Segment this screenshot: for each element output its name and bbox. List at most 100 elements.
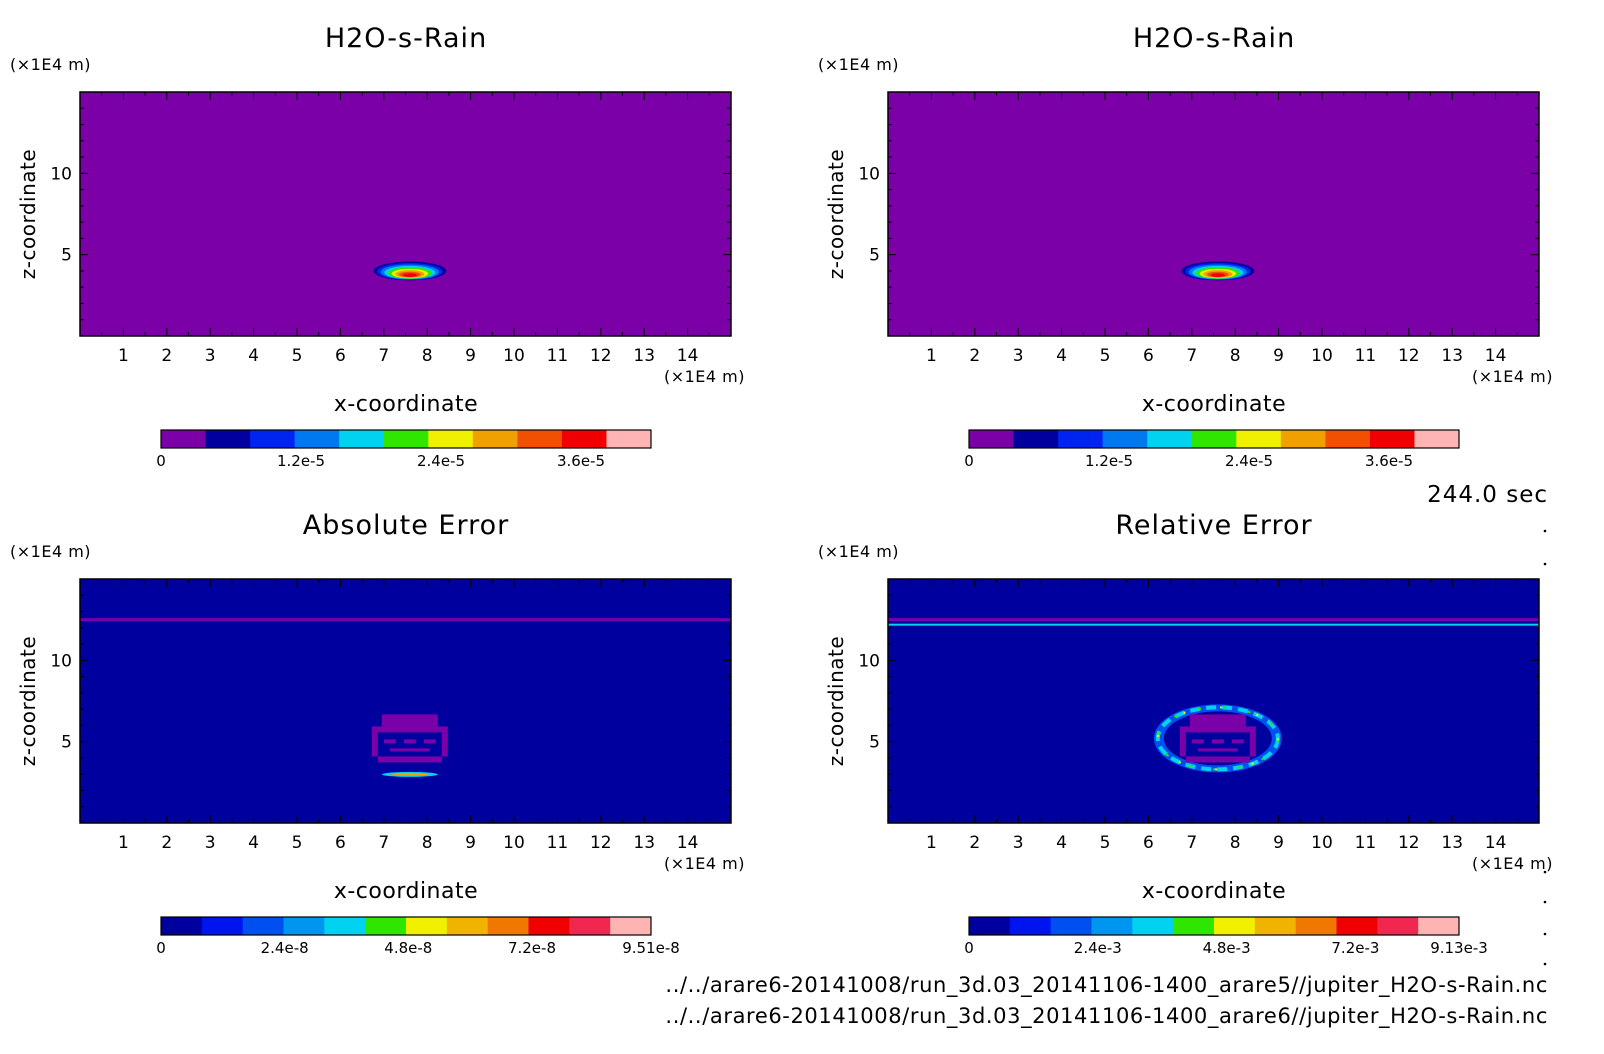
x-tick-label: 10 (503, 833, 525, 853)
colorbar-swatch (383, 430, 429, 448)
x-tick-label: 5 (1100, 346, 1111, 366)
colorbar-swatch (1295, 917, 1337, 935)
y-axis-label: z-coordinate (824, 149, 848, 279)
colorbar-swatch (1325, 430, 1371, 448)
plot-field (888, 618, 1539, 773)
colorbar-swatch (250, 430, 296, 448)
colorbar-swatch (201, 917, 244, 935)
colorbar-swatch (569, 917, 611, 935)
x-unit-label: (×1E4 m) (1472, 367, 1553, 386)
x-tick-label: 12 (590, 833, 612, 853)
y-unit-label: (×1E4 m) (818, 542, 899, 561)
colorbar-swatch (294, 430, 340, 448)
y-tick-label: 10 (50, 164, 72, 184)
colorbar: 0 2.4e-8 4.8e-8 7.2e-8 9.51e-8 (156, 916, 680, 957)
colorbar-tick-label: 0 (156, 939, 166, 957)
zero-region-eye-mid (1211, 739, 1224, 744)
y-unit-label: (×1E4 m) (818, 55, 899, 74)
colorbar-swatch (1147, 430, 1193, 448)
chart-title: Absolute Error (303, 510, 509, 541)
time-label: 244.0 sec (1427, 482, 1548, 508)
y-tick-label: 10 (858, 164, 880, 184)
colorbar-tick-label: 2.4e-5 (1225, 452, 1273, 470)
x-tick-label: 1 (926, 346, 937, 366)
zero-region-left (371, 732, 378, 757)
x-tick-label: 6 (335, 346, 346, 366)
chart-title: H2O-s-Rain (1133, 23, 1295, 54)
x-tick-label: 1 (926, 833, 937, 853)
x-tick-label: 4 (1056, 346, 1067, 366)
plot-field (373, 261, 447, 281)
x-tick-label: 1 (118, 833, 129, 853)
x-tick-label: 2 (161, 833, 172, 853)
x-axis-label: x-coordinate (334, 879, 478, 904)
colorbar-swatch (969, 917, 1011, 935)
colorbar-swatch (969, 430, 1015, 448)
x-tick-label: 2 (969, 346, 980, 366)
x-tick-label: 10 (1311, 346, 1333, 366)
colorbar-frame (160, 429, 652, 449)
colorbar-swatch (324, 917, 366, 935)
tick-marks (79, 91, 732, 337)
file-path-1: ../../arare6-20141008/run_3d.03_20141106… (665, 973, 1548, 998)
colorbar-swatch (1009, 917, 1052, 935)
y-unit-label: (×1E4 m) (10, 542, 91, 561)
colorbar-swatch (1013, 430, 1059, 448)
x-tick-label: 11 (1355, 833, 1377, 853)
colorbar-swatch (1377, 917, 1419, 935)
plot-background (888, 92, 1539, 336)
colorbar-tick-label: 7.2e-8 (508, 939, 556, 957)
zero-region-right (441, 732, 448, 757)
x-tick-label: 9 (465, 833, 476, 853)
x-tick-label: 10 (503, 346, 525, 366)
colorbar-swatch (1214, 917, 1256, 935)
colorbar-swatch (1414, 430, 1460, 448)
colorbar-frame (968, 916, 1460, 936)
x-unit-label: (×1E4 m) (664, 367, 745, 386)
colorbar-swatch (1091, 917, 1133, 935)
chart-panel-3: Absolute Error(×1E4 m)1 2 3 4 5 6 7 8 9 10 11 12 13 1… (10, 510, 745, 957)
x-tick-label: 8 (1230, 833, 1241, 853)
x-tick-label: 8 (1230, 346, 1241, 366)
zero-region-top (1189, 714, 1246, 727)
y-tick-label: 5 (869, 733, 880, 753)
x-tick-label: 9 (1273, 346, 1284, 366)
colorbar-tick-label: 3.6e-5 (557, 452, 605, 470)
colorbar-tick-label: 0 (156, 452, 166, 470)
x-tick-label: 8 (422, 833, 433, 853)
plot-background (888, 579, 1539, 823)
colorbar-tick-label: 7.2e-3 (1331, 939, 1379, 957)
x-tick-label: 2 (969, 833, 980, 853)
zero-region-band (371, 726, 448, 733)
colorbar-tick-label: 1.2e-5 (277, 452, 325, 470)
x-tick-label: 3 (205, 833, 216, 853)
colorbar-tick-label: 2.4e-3 (1074, 939, 1122, 957)
contour-level-9 (1210, 273, 1226, 277)
error-band-line (888, 618, 1539, 622)
x-tick-label: 9 (465, 346, 476, 366)
error-band-line (80, 618, 731, 622)
stray-dots (1543, 529, 1547, 966)
error-stripe-core (391, 772, 428, 776)
zero-region-mouth (1197, 748, 1238, 752)
colorbar-tick-label: 0 (964, 939, 974, 957)
x-tick-label: 4 (248, 346, 259, 366)
x-axis-label: x-coordinate (1142, 392, 1286, 417)
colorbar-swatch (242, 917, 284, 935)
tick-marks (79, 578, 732, 824)
error-band-line-cyan (888, 623, 1539, 626)
tick-marks (887, 578, 1540, 824)
x-tick-label: 6 (1143, 346, 1154, 366)
y-tick-label: 5 (61, 733, 72, 753)
colorbar-swatch (528, 917, 570, 935)
colorbar-swatch (339, 430, 385, 448)
zero-region-eye-right (423, 739, 436, 744)
x-tick-label: 7 (1186, 346, 1197, 366)
x-tick-label: 13 (1441, 833, 1463, 853)
y-tick-label: 5 (61, 246, 72, 266)
x-tick-label: 12 (1398, 833, 1420, 853)
colorbar-swatch (446, 917, 489, 935)
y-unit-label: (×1E4 m) (10, 55, 91, 74)
colorbar-swatch (1418, 917, 1460, 935)
x-tick-label: 13 (1441, 346, 1463, 366)
